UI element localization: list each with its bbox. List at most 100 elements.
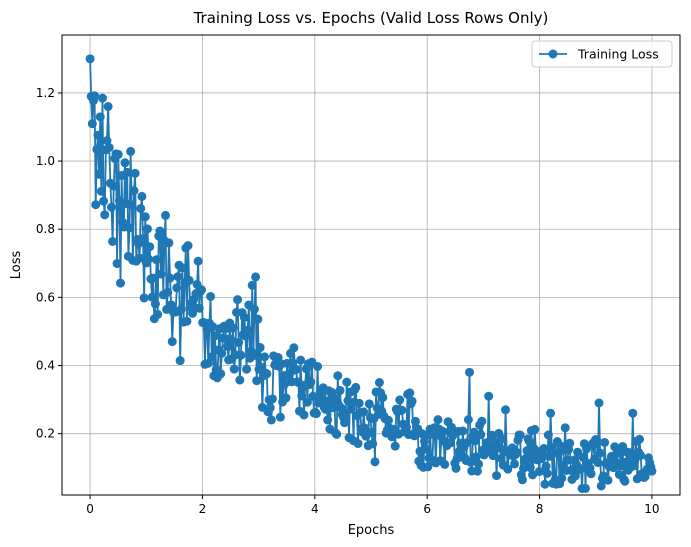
data-point: [472, 466, 482, 476]
data-point: [495, 443, 505, 453]
data-point: [85, 54, 95, 64]
data-point: [122, 167, 132, 177]
data-point: [335, 385, 345, 395]
data-point: [528, 470, 538, 480]
data-point: [275, 412, 285, 422]
data-point: [163, 287, 173, 297]
data-point: [484, 391, 494, 401]
x-tick-label: 2: [199, 502, 207, 516]
data-point: [229, 364, 239, 374]
data-point: [148, 273, 158, 283]
x-axis-ticks: 0 2 4 6 8 10: [86, 495, 660, 516]
x-tick-label: 8: [536, 502, 544, 516]
data-point: [265, 403, 275, 413]
data-point: [332, 429, 342, 439]
data-point: [562, 455, 572, 465]
data-point: [469, 427, 479, 437]
data-point: [93, 130, 103, 140]
data-point: [364, 399, 374, 409]
data-point: [193, 256, 203, 266]
data-point: [91, 200, 101, 210]
data-point: [323, 415, 333, 425]
data-point: [580, 483, 590, 493]
data-point: [576, 464, 586, 474]
data-point: [233, 295, 243, 305]
data-point: [421, 431, 431, 441]
legend-label: Training Loss: [577, 47, 659, 62]
data-point: [182, 316, 192, 326]
data-point: [173, 272, 183, 282]
data-point: [194, 303, 204, 313]
data-point: [383, 415, 393, 425]
data-point: [112, 259, 122, 269]
data-point: [465, 367, 475, 377]
data-point: [440, 459, 450, 469]
data-point: [595, 448, 605, 458]
data-point: [281, 393, 291, 403]
data-point: [390, 441, 400, 451]
data-point: [534, 467, 544, 477]
data-point: [594, 398, 604, 408]
data-point: [497, 434, 507, 444]
data-point: [161, 210, 171, 220]
data-point: [546, 408, 556, 418]
data-point: [153, 309, 163, 319]
data-point: [624, 448, 634, 458]
data-point: [351, 382, 361, 392]
data-point: [164, 238, 174, 248]
data-point: [347, 398, 357, 408]
data-point: [636, 450, 646, 460]
data-point: [120, 158, 130, 168]
data-point: [422, 444, 432, 454]
data-point: [378, 392, 388, 402]
data-point: [228, 323, 238, 333]
plot-area: [85, 54, 657, 493]
data-point: [236, 350, 246, 360]
data-point: [176, 304, 186, 314]
data-point: [458, 426, 468, 436]
data-point: [260, 352, 270, 362]
data-point: [144, 254, 154, 264]
data-point: [156, 269, 166, 279]
data-point: [109, 181, 119, 191]
data-point: [296, 355, 306, 365]
data-point: [208, 322, 218, 332]
data-point: [541, 461, 551, 471]
data-point: [603, 475, 613, 485]
data-point: [129, 186, 139, 196]
data-point: [407, 396, 417, 406]
data-point: [354, 398, 364, 408]
data-point: [374, 378, 384, 388]
data-point: [147, 292, 157, 302]
data-point: [474, 459, 484, 469]
data-point: [521, 453, 531, 463]
data-point: [165, 273, 175, 283]
data-point: [470, 436, 480, 446]
data-point: [477, 416, 487, 426]
data-point: [501, 405, 511, 415]
data-point: [596, 481, 606, 491]
data-point: [437, 426, 447, 436]
data-point: [573, 447, 583, 457]
data-point: [593, 458, 603, 468]
data-point: [466, 457, 476, 467]
y-tick-label: 1.2: [36, 86, 55, 100]
chart-title: Training Loss vs. Epochs (Valid Loss Row…: [193, 9, 549, 27]
data-point: [145, 242, 155, 252]
x-tick-label: 0: [86, 502, 94, 516]
data-point: [96, 186, 106, 196]
data-point: [525, 463, 535, 473]
x-tick-label: 6: [423, 502, 431, 516]
data-point: [92, 144, 102, 154]
data-point: [207, 352, 217, 362]
data-point: [103, 102, 113, 112]
data-point: [99, 196, 109, 206]
data-point: [126, 146, 136, 156]
data-point: [94, 169, 104, 179]
data-point: [251, 272, 261, 282]
data-point: [401, 422, 411, 432]
data-point: [370, 457, 380, 467]
data-point: [333, 371, 343, 381]
data-point: [217, 348, 227, 358]
data-point: [367, 428, 377, 437]
